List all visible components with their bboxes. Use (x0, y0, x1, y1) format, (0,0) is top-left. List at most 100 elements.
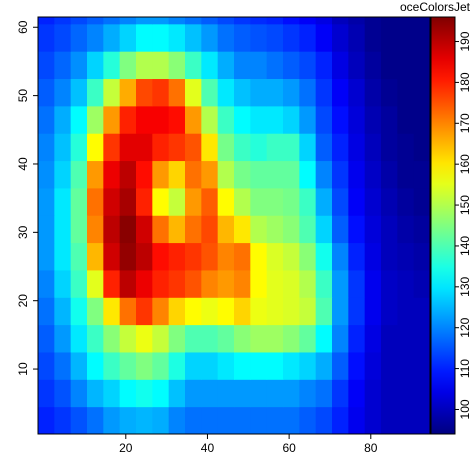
heat-cell (397, 187, 415, 216)
heat-cell (87, 133, 104, 162)
heat-cell (38, 187, 55, 216)
heat-cell (250, 379, 268, 408)
heat-cell (201, 215, 219, 244)
heat-cell (201, 379, 219, 408)
heat-cell (315, 379, 333, 408)
heat-cell (38, 406, 55, 434)
heat-cell (266, 406, 284, 434)
heat-cell (348, 160, 366, 189)
colorbar-tick-label: 150 (458, 195, 472, 215)
heat-cell (70, 351, 88, 380)
y-tick-label: 50 (16, 89, 30, 103)
heat-cell (364, 351, 382, 380)
heat-cell (38, 242, 55, 271)
heat-cell (332, 51, 349, 80)
heat-cell (266, 160, 284, 189)
heat-cell (234, 78, 251, 107)
heat-cell (217, 351, 235, 380)
colorbar-tick-label: 190 (458, 31, 472, 51)
heat-cell (119, 242, 137, 271)
heat-cell (348, 269, 366, 298)
heat-cell (103, 379, 121, 408)
heat-cell (201, 351, 219, 380)
heat-cell (348, 379, 366, 408)
heat-cell (283, 269, 300, 298)
heat-cell (283, 160, 300, 189)
heat-cell (185, 160, 202, 189)
heat-cell (38, 78, 55, 107)
heat-cell (152, 242, 170, 271)
heat-cell (70, 23, 88, 52)
heat-cell (250, 297, 268, 326)
heat-cell (87, 297, 104, 326)
heat-cell (103, 187, 121, 216)
heat-cell (119, 406, 137, 434)
heat-cell (364, 215, 382, 244)
heat-cell (299, 269, 317, 298)
heat-cell (70, 269, 88, 298)
heat-cell (234, 105, 251, 134)
heat-cell (217, 187, 235, 216)
heat-cell (87, 269, 104, 298)
heat-cell (168, 187, 186, 216)
heat-cell (168, 297, 186, 326)
heat-cell (364, 406, 382, 434)
heat-cell (299, 379, 317, 408)
heat-cell (54, 379, 72, 408)
heat-cell (54, 23, 72, 52)
heat-cell (413, 23, 430, 52)
heat-cell (364, 297, 382, 326)
heat-cell (54, 133, 72, 162)
heat-cell (413, 242, 430, 271)
heat-cell (315, 187, 333, 216)
heat-cell (119, 269, 137, 298)
heat-cell (266, 242, 284, 271)
heat-cell (136, 51, 153, 80)
colorbar (431, 17, 455, 434)
x-tick-label: 40 (201, 441, 215, 455)
heat-cell (201, 133, 219, 162)
x-tick-label: 60 (282, 441, 296, 455)
heat-cell (119, 215, 137, 244)
heat-cell (119, 160, 137, 189)
plot-frame (37, 16, 431, 435)
heat-cell (54, 324, 72, 353)
heat-cell (217, 23, 235, 52)
heat-cell (168, 379, 186, 408)
heat-cell (332, 242, 349, 271)
heat-cell (38, 17, 55, 25)
heat-cell (152, 78, 170, 107)
y-tick-label: 40 (16, 157, 30, 171)
heat-cell (103, 23, 121, 52)
heat-cell (103, 105, 121, 134)
heat-cell (315, 133, 333, 162)
heat-cell (54, 51, 72, 80)
heat-cell (397, 78, 415, 107)
heat-cell (152, 17, 170, 25)
heat-cell (119, 133, 137, 162)
heat-cell (250, 324, 268, 353)
heat-cell (70, 105, 88, 134)
heat-cell (283, 78, 300, 107)
heat-cell (381, 379, 398, 408)
heat-cell (397, 297, 415, 326)
heat-cell (381, 105, 398, 134)
heat-cell (201, 187, 219, 216)
heat-cell (168, 17, 186, 25)
heat-cell (299, 23, 317, 52)
heat-cell (217, 17, 235, 25)
heat-cell (38, 215, 55, 244)
heat-cell (381, 17, 398, 25)
heat-cell (54, 351, 72, 380)
heat-cell (266, 324, 284, 353)
heat-cell (413, 269, 430, 298)
heat-cell (201, 23, 219, 52)
heat-cell (136, 351, 153, 380)
heat-cell (250, 187, 268, 216)
y-tick-label: 20 (16, 294, 30, 308)
heat-cell (152, 215, 170, 244)
heat-cell (413, 133, 430, 162)
heat-cell (103, 160, 121, 189)
heat-cell (103, 242, 121, 271)
heat-cell (185, 17, 202, 25)
